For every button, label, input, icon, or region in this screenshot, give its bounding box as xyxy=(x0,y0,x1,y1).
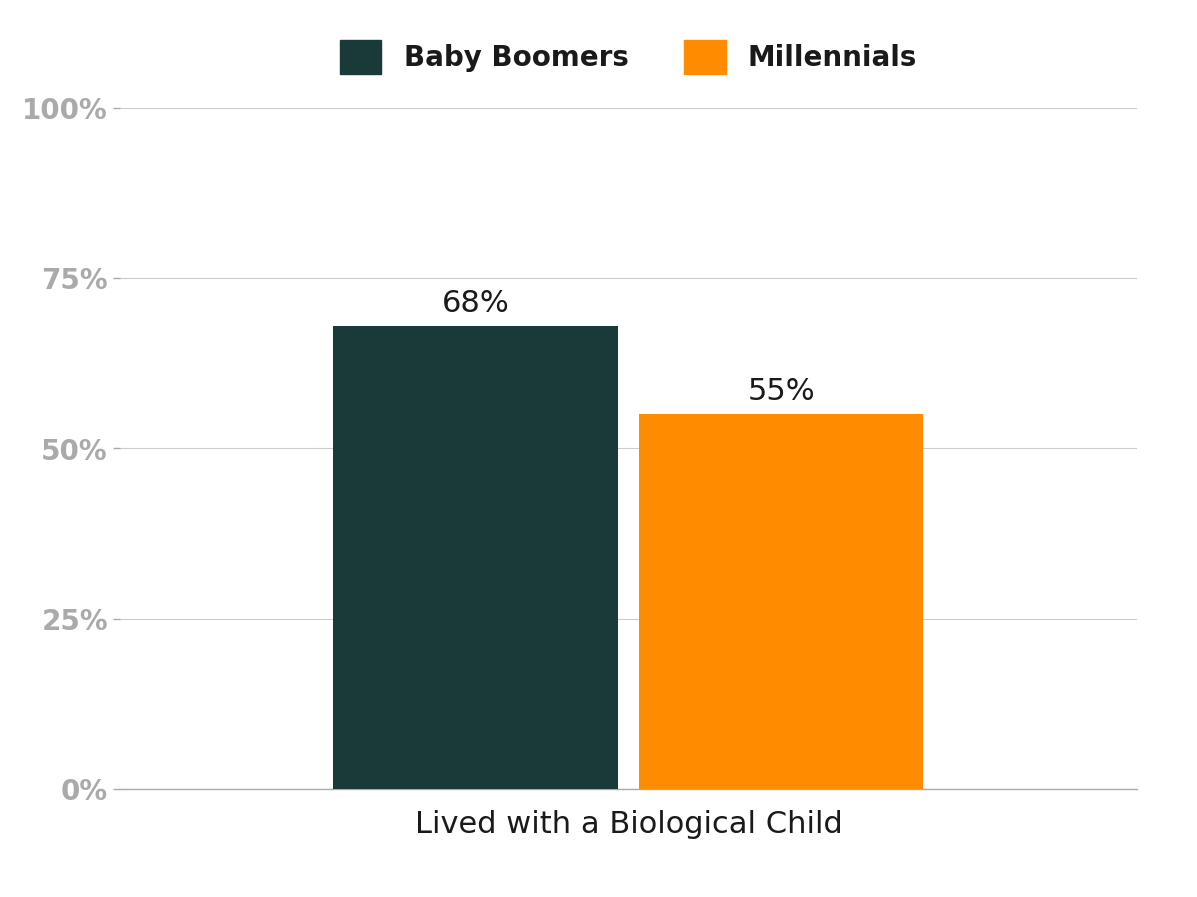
Bar xyxy=(638,414,923,789)
Bar xyxy=(333,326,618,789)
Text: 55%: 55% xyxy=(747,378,815,406)
X-axis label: Lived with a Biological Child: Lived with a Biological Child xyxy=(414,810,843,840)
Legend: Baby Boomers, Millennials: Baby Boomers, Millennials xyxy=(326,26,931,88)
Text: 68%: 68% xyxy=(442,289,510,318)
